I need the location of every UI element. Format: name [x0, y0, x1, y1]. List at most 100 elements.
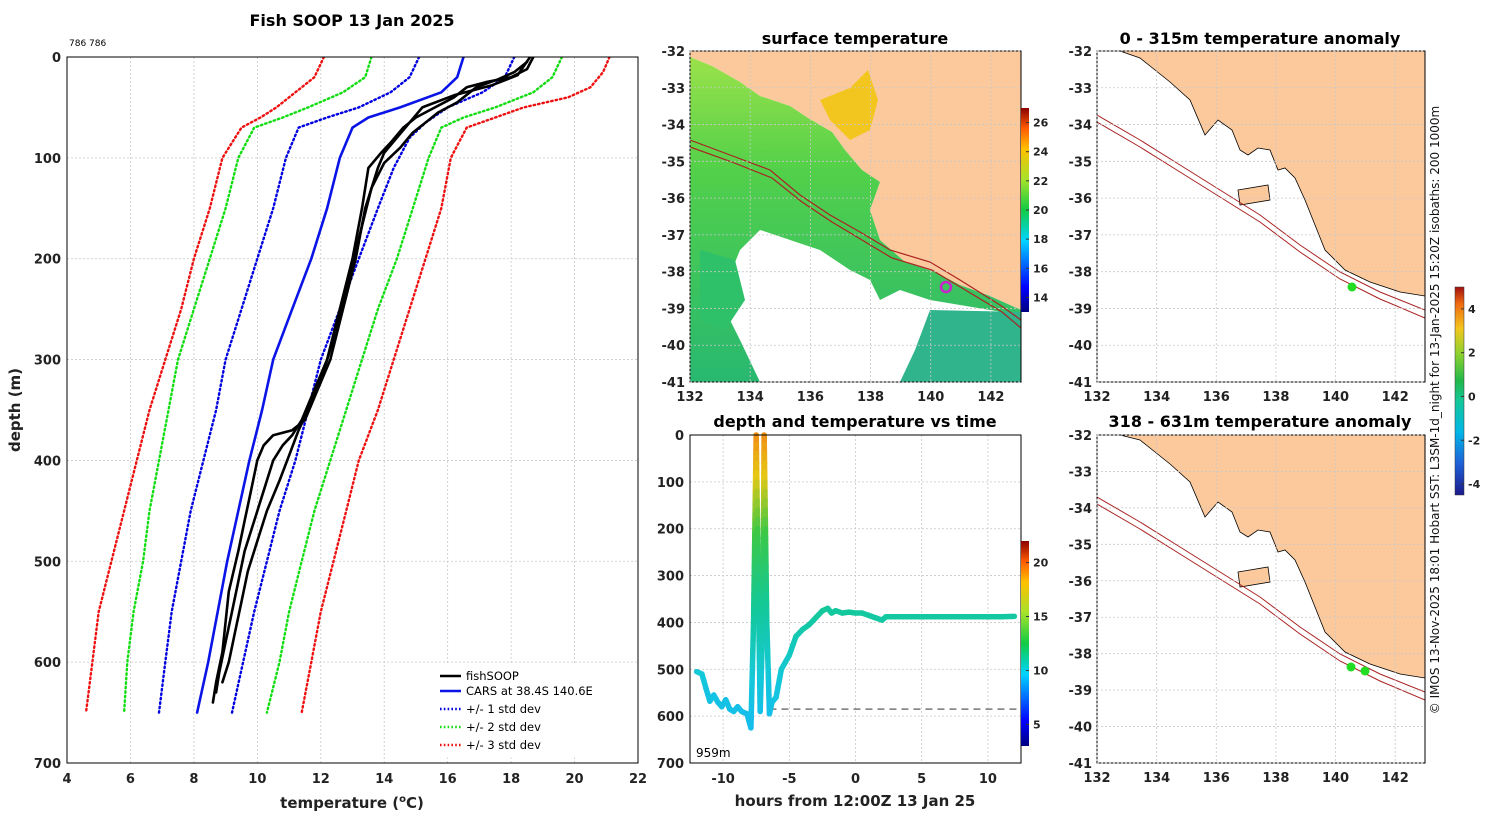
profile-series--3-std-dev — [300, 57, 611, 714]
depth-time-ytick-label: 300 — [657, 570, 684, 585]
sst-map-title: surface temperature — [762, 29, 949, 48]
legend-label-cars: CARS at 38.4S 140.6E — [466, 684, 593, 698]
sst-cloud-gap — [750, 230, 800, 285]
legend-label-std3: +/- 3 std dev — [466, 738, 541, 752]
depth-time-xtick-label: 10 — [979, 772, 997, 787]
anom1-ytick-label: -38 — [1069, 266, 1093, 281]
depth-time-colorbar-tick-label: 10 — [1033, 664, 1049, 677]
sst-water-field — [690, 57, 1021, 382]
anomaly-colorbar-tick-label: 0 — [1468, 390, 1476, 403]
anom1-ytick-label: -39 — [1069, 302, 1093, 317]
profile-ticks: 4 6 8 10 12 14 16 18 20 22 0 100 200 300 400 500 600 700 — [34, 51, 647, 787]
profile-ytick-label: 300 — [34, 354, 61, 369]
sst-xtick-label: 136 — [797, 390, 824, 405]
depth-time-colorbar-tick-label: 5 — [1033, 718, 1041, 731]
profile-ytick-label: 600 — [34, 656, 61, 671]
profile-xtick-label: 20 — [566, 772, 584, 787]
depth-time-ytick-label: 0 — [675, 429, 684, 444]
profile-grid — [66, 56, 639, 764]
bottom-depth-label: 959m — [696, 746, 731, 760]
sst-colorbar-tick-label: 20 — [1033, 204, 1049, 217]
anom1-ytick-label: -34 — [1069, 119, 1093, 134]
anom1-xtick-label: 142 — [1382, 390, 1409, 405]
profile-series-fishsoop — [221, 60, 529, 684]
anom2-ytick-label: -37 — [1069, 611, 1093, 626]
profile-ytick-label: 400 — [34, 454, 61, 469]
anom1-panel: 0 - 315m temperature anomaly 132 134 136 13… — [1069, 29, 1426, 405]
depth-time-ytick-label: 700 — [657, 757, 684, 772]
profile-series--2-std-dev — [265, 57, 564, 714]
anom2-ytick-label: -38 — [1069, 648, 1093, 663]
profile-axes-frame — [66, 56, 639, 764]
sst-colorbar-tick-label: 18 — [1033, 233, 1048, 246]
anomaly-colorbar-tick-label: 4 — [1468, 303, 1476, 316]
anom2-title: 318 - 631m temperature anomaly — [1109, 412, 1412, 431]
sst-land — [690, 51, 1021, 310]
sst-xtick-label: 140 — [917, 390, 944, 405]
anom2-xtick-label: 132 — [1083, 771, 1110, 786]
sst-colorbar-tick-label: 22 — [1033, 175, 1048, 188]
profile-legend: fishSOOP CARS at 38.4S 140.6E +/- 1 std … — [432, 664, 632, 758]
anom1-ytick-label: -33 — [1069, 82, 1093, 97]
anom1-ytick-label: -40 — [1069, 339, 1093, 354]
profile-xlabel: temperature (oC) — [280, 794, 424, 812]
anom2-ytick-label: -34 — [1069, 502, 1093, 517]
profile-ytick-label: 0 — [52, 51, 61, 66]
profile-xtick-label: 4 — [62, 772, 71, 787]
anom1-ytick-label: -32 — [1069, 45, 1093, 60]
depth-time-title: depth and temperature vs time — [713, 412, 996, 431]
anom2-xtick-label: 138 — [1262, 771, 1289, 786]
sst-map-body — [690, 51, 1021, 382]
anomaly-colorbar-ticks: 4 2 0 -2 -4 — [1461, 303, 1481, 491]
anom2-xtick-label: 136 — [1203, 771, 1230, 786]
sst-xtick-label: 134 — [737, 390, 764, 405]
profile-ytick-label: 500 — [34, 555, 61, 570]
profile-xtick-label: 8 — [189, 772, 198, 787]
anom1-ytick-label: -35 — [1069, 155, 1093, 170]
depth-time-ytick-label: 400 — [657, 616, 684, 631]
sst-water-patch — [700, 250, 745, 330]
anom2-ytick-label: -32 — [1069, 429, 1093, 444]
anom2-xtick-label: 140 — [1322, 771, 1349, 786]
depth-time-colorbar — [1021, 541, 1029, 746]
sst-ytick-label: -38 — [662, 266, 686, 281]
anom2-cast-point-1 — [1346, 662, 1356, 672]
anom2-ytick-label: -36 — [1069, 575, 1093, 590]
sst-colorbar-tick-label: 24 — [1033, 146, 1049, 159]
profile-ytick-label: 100 — [34, 152, 61, 167]
depth-time-xlabel: hours from 12:00Z 13 Jan 25 — [735, 792, 976, 810]
profile-ytick-label: 700 — [34, 757, 61, 772]
profile-xtick-label: 10 — [248, 772, 266, 787]
anomaly-colorbar-tick-label: -4 — [1468, 478, 1481, 491]
profile-panel: Fish SOOP 13 Jan 2025 786 786 4 6 8 10 12 14 1… — [6, 11, 647, 812]
profile-series-fishsoop — [211, 57, 532, 704]
anomaly-colorbar-group: 4 2 0 -2 -4 — [1454, 286, 1481, 496]
anom1-ytick-label: -41 — [1069, 376, 1093, 391]
sst-cast-marker — [939, 280, 953, 294]
sst-ytick-label: -41 — [662, 376, 686, 391]
profile-xtick-label: 22 — [629, 772, 647, 787]
depth-time-colorbar-ticks: 5 10 15 20 — [1026, 557, 1049, 731]
depth-time-colorbar-tick-label: 20 — [1033, 557, 1049, 570]
sst-ytick-label: -32 — [662, 45, 686, 60]
anom1-title: 0 - 315m temperature anomaly — [1120, 29, 1401, 48]
depth-time-grid — [690, 434, 1021, 764]
depth-time-ytick-label: 500 — [657, 663, 684, 678]
depth-time-xtick-label: -10 — [711, 772, 735, 787]
profile-series--3-std-dev — [84, 57, 326, 714]
anom2-ytick-label: -33 — [1069, 465, 1093, 480]
sst-colorbar — [1021, 108, 1029, 312]
legend-label-std2: +/- 2 std dev — [466, 720, 541, 734]
figure-title: Fish SOOP 13 Jan 2025 — [250, 11, 455, 30]
profile-series--1-std-dev — [230, 57, 516, 714]
anom1-xtick-label: 136 — [1203, 390, 1230, 405]
anomaly-colorbar-tick-label: -2 — [1468, 434, 1480, 447]
anomaly-colorbar-tick-label: 2 — [1468, 347, 1476, 360]
anom2-xtick-label: 134 — [1143, 771, 1170, 786]
anom1-ytick-label: -36 — [1069, 192, 1093, 207]
depth-time-ytick-label: 100 — [657, 476, 684, 491]
sst-isobath-200 — [690, 139, 1021, 321]
anom1-isobath-1000 — [1097, 121, 1425, 319]
